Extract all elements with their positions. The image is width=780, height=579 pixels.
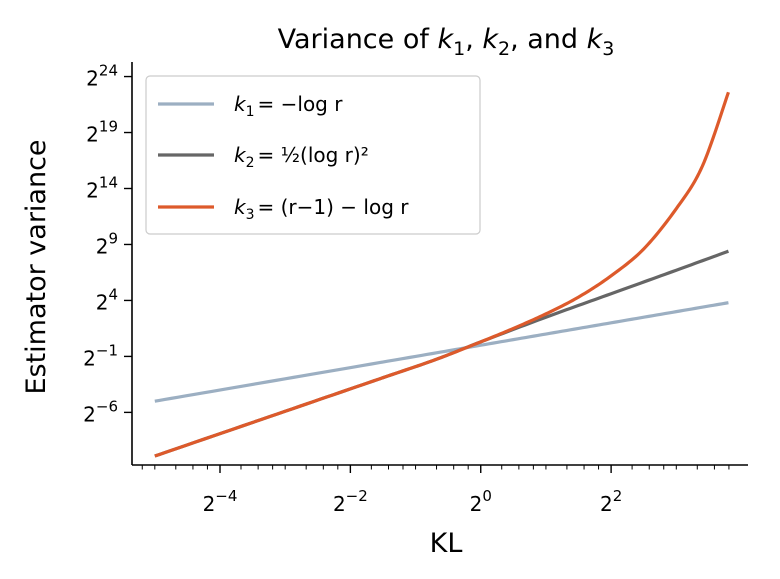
y-tick-label: 2−6 bbox=[83, 397, 118, 426]
legend-label: k2 = ½(log r)² bbox=[234, 143, 369, 171]
x-tick-label: 22 bbox=[600, 487, 622, 516]
legend-label: k1 = −log r bbox=[234, 92, 343, 120]
x-axis-label: KL bbox=[430, 528, 463, 559]
x-tick-label: 2−2 bbox=[333, 487, 368, 516]
y-tick-label: 29 bbox=[96, 229, 118, 258]
legend: k1 = −log r k2 = ½(log r)² k3 = (r−1) − log r bbox=[145, 75, 481, 235]
y-axis-label: Estimator variance bbox=[21, 139, 52, 394]
legend-box bbox=[145, 75, 481, 235]
chart-title: Variance of k1, k2, and k3 bbox=[278, 24, 615, 60]
data-lines bbox=[154, 91, 730, 458]
series-line-3 bbox=[154, 91, 730, 458]
legend-label: k3 = (r−1) − log r bbox=[234, 195, 409, 223]
series-line-1 bbox=[154, 301, 729, 403]
y-tick-label: 2−1 bbox=[83, 341, 118, 370]
y-tick-label: 24 bbox=[96, 285, 118, 314]
y-tick-label: 224 bbox=[86, 62, 118, 91]
x-tick-label: 20 bbox=[470, 487, 492, 516]
ticks: 2−4 2−2 20 22 2−6 2−1 24 29 214 219 224 bbox=[83, 62, 730, 516]
x-tick-label: 2−4 bbox=[203, 487, 238, 516]
y-tick-label: 219 bbox=[86, 118, 118, 147]
y-tick-label: 214 bbox=[86, 173, 118, 202]
